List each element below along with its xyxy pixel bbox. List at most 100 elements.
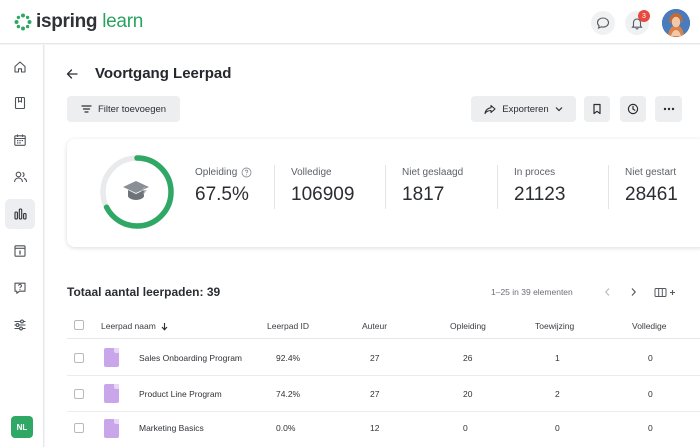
arrow-left-icon	[66, 69, 78, 79]
graduation-cap-icon	[123, 181, 149, 200]
main-content: Voortgang Leerpad Filter toevoegen Expor…	[45, 45, 700, 447]
learning-path-icon	[104, 384, 119, 403]
table-row[interactable]: Sales Onboarding Program 92.4% 27 26 1 0	[67, 340, 700, 376]
cell-complete: 0	[648, 353, 653, 363]
book-icon	[14, 96, 26, 110]
cell-training: 26	[463, 353, 473, 363]
column-header-complete[interactable]: Volledige	[632, 321, 667, 331]
cell-assignment: 0	[555, 423, 560, 433]
sort-down-icon	[161, 322, 168, 331]
chevron-left-icon	[604, 288, 609, 296]
column-header-training[interactable]: Opleiding	[450, 321, 486, 331]
avatar[interactable]	[662, 9, 690, 37]
back-button[interactable]	[65, 67, 79, 86]
bookmark-icon	[593, 103, 601, 115]
cell-name[interactable]: Marketing Basics	[139, 423, 204, 433]
logo-icon	[14, 13, 32, 31]
cell-author: 12	[370, 423, 380, 433]
divider	[608, 165, 609, 209]
stat-label: Niet gestart	[625, 167, 677, 178]
stat-label: Volledige	[291, 167, 332, 178]
users-icon	[13, 171, 27, 183]
stat-label: Opleiding	[195, 167, 238, 178]
nav-home[interactable]	[5, 52, 35, 82]
more-options-button[interactable]	[655, 96, 682, 122]
stat-training: Opleiding 67.5%	[195, 167, 252, 206]
stat-value: 21123	[514, 184, 566, 205]
ispring-learn-logo[interactable]: ispring learn	[14, 11, 143, 33]
cell-id: 92.4%	[276, 353, 301, 363]
progress-ring-fill	[100, 155, 174, 229]
export-label: Exporteren	[502, 103, 549, 115]
next-page-button[interactable]	[624, 283, 642, 301]
stat-label: In proces	[514, 167, 556, 178]
select-all-checkbox[interactable]	[74, 320, 84, 330]
stat-in-progress: In proces 21123	[514, 167, 565, 206]
column-header-name[interactable]: Leerpad naam	[101, 321, 168, 331]
cell-assignment: 1	[555, 353, 560, 363]
nav-settings[interactable]	[5, 310, 35, 340]
logo-text: ispring learn	[36, 11, 143, 32]
cell-assignment: 2	[555, 389, 560, 399]
progress-ring	[100, 155, 174, 229]
prev-page-button[interactable]	[598, 283, 616, 301]
help-icon	[14, 282, 26, 294]
stat-value: 106909	[291, 184, 355, 205]
learning-path-icon	[104, 419, 119, 438]
table-header: Leerpad naam Leerpad ID Auteur Opleiding…	[67, 313, 700, 339]
top-bar: ispring learn 3	[0, 0, 700, 44]
row-checkbox[interactable]	[74, 353, 84, 363]
add-filter-button[interactable]: Filter toevoegen	[67, 96, 180, 122]
cell-id: 74.2%	[276, 389, 301, 399]
table-row[interactable]: Marketing Basics 0.0% 12 0 0 0	[67, 412, 700, 447]
add-filter-label: Filter toevoegen	[97, 103, 167, 115]
cell-author: 27	[370, 389, 380, 399]
learning-path-icon	[104, 348, 119, 367]
nav-users[interactable]	[5, 162, 35, 192]
share-arrow-icon	[484, 104, 496, 114]
divider	[274, 165, 275, 209]
pagination-info: 1–25 in 39 elementen	[491, 287, 573, 297]
table-row[interactable]: Product Line Program 74.2% 27 20 2 0	[67, 376, 700, 412]
cell-complete: 0	[648, 423, 653, 433]
export-button[interactable]: Exporteren	[471, 96, 576, 122]
notification-badge: 3	[638, 10, 650, 22]
stat-label: Niet geslaagd	[402, 167, 464, 178]
nav-help[interactable]	[5, 273, 35, 303]
stat-complete: Volledige 106909	[291, 167, 354, 206]
language-badge[interactable]: NL	[11, 416, 33, 438]
divider	[385, 165, 386, 209]
column-header-id[interactable]: Leerpad ID	[267, 321, 310, 331]
divider	[497, 165, 498, 209]
history-button[interactable]	[620, 96, 646, 122]
cell-name[interactable]: Sales Onboarding Program	[139, 353, 243, 363]
chat-icon	[596, 17, 610, 29]
columns-settings-button[interactable]	[653, 283, 677, 301]
nav-courses[interactable]	[5, 88, 35, 118]
cell-id: 0.0%	[276, 423, 296, 433]
filter-icon	[81, 105, 92, 113]
help-circle-icon[interactable]	[241, 167, 252, 178]
cell-complete: 0	[648, 389, 653, 399]
cell-training: 0	[463, 423, 468, 433]
user-photo	[662, 9, 690, 37]
row-checkbox[interactable]	[74, 389, 84, 399]
chevron-down-icon	[555, 107, 563, 112]
calendar-icon	[14, 134, 26, 146]
column-header-author[interactable]: Auteur	[362, 321, 388, 331]
cell-name[interactable]: Product Line Program	[139, 389, 222, 399]
more-horizontal-icon	[663, 107, 674, 111]
nav-info[interactable]	[5, 236, 35, 266]
stat-not-started: Niet gestart 28461	[625, 167, 678, 206]
nav-reports[interactable]	[5, 199, 35, 229]
column-header-assignment[interactable]: Toewijzing	[535, 321, 575, 331]
cell-author: 27	[370, 353, 380, 363]
sidebar: NL	[0, 45, 44, 447]
sliders-icon	[14, 319, 26, 331]
page-title: Voortgang Leerpad	[95, 65, 232, 82]
cell-training: 20	[463, 389, 473, 399]
row-checkbox[interactable]	[74, 423, 84, 433]
bookmark-button[interactable]	[584, 96, 610, 122]
chat-button[interactable]	[591, 11, 615, 35]
nav-calendar[interactable]	[5, 125, 35, 155]
